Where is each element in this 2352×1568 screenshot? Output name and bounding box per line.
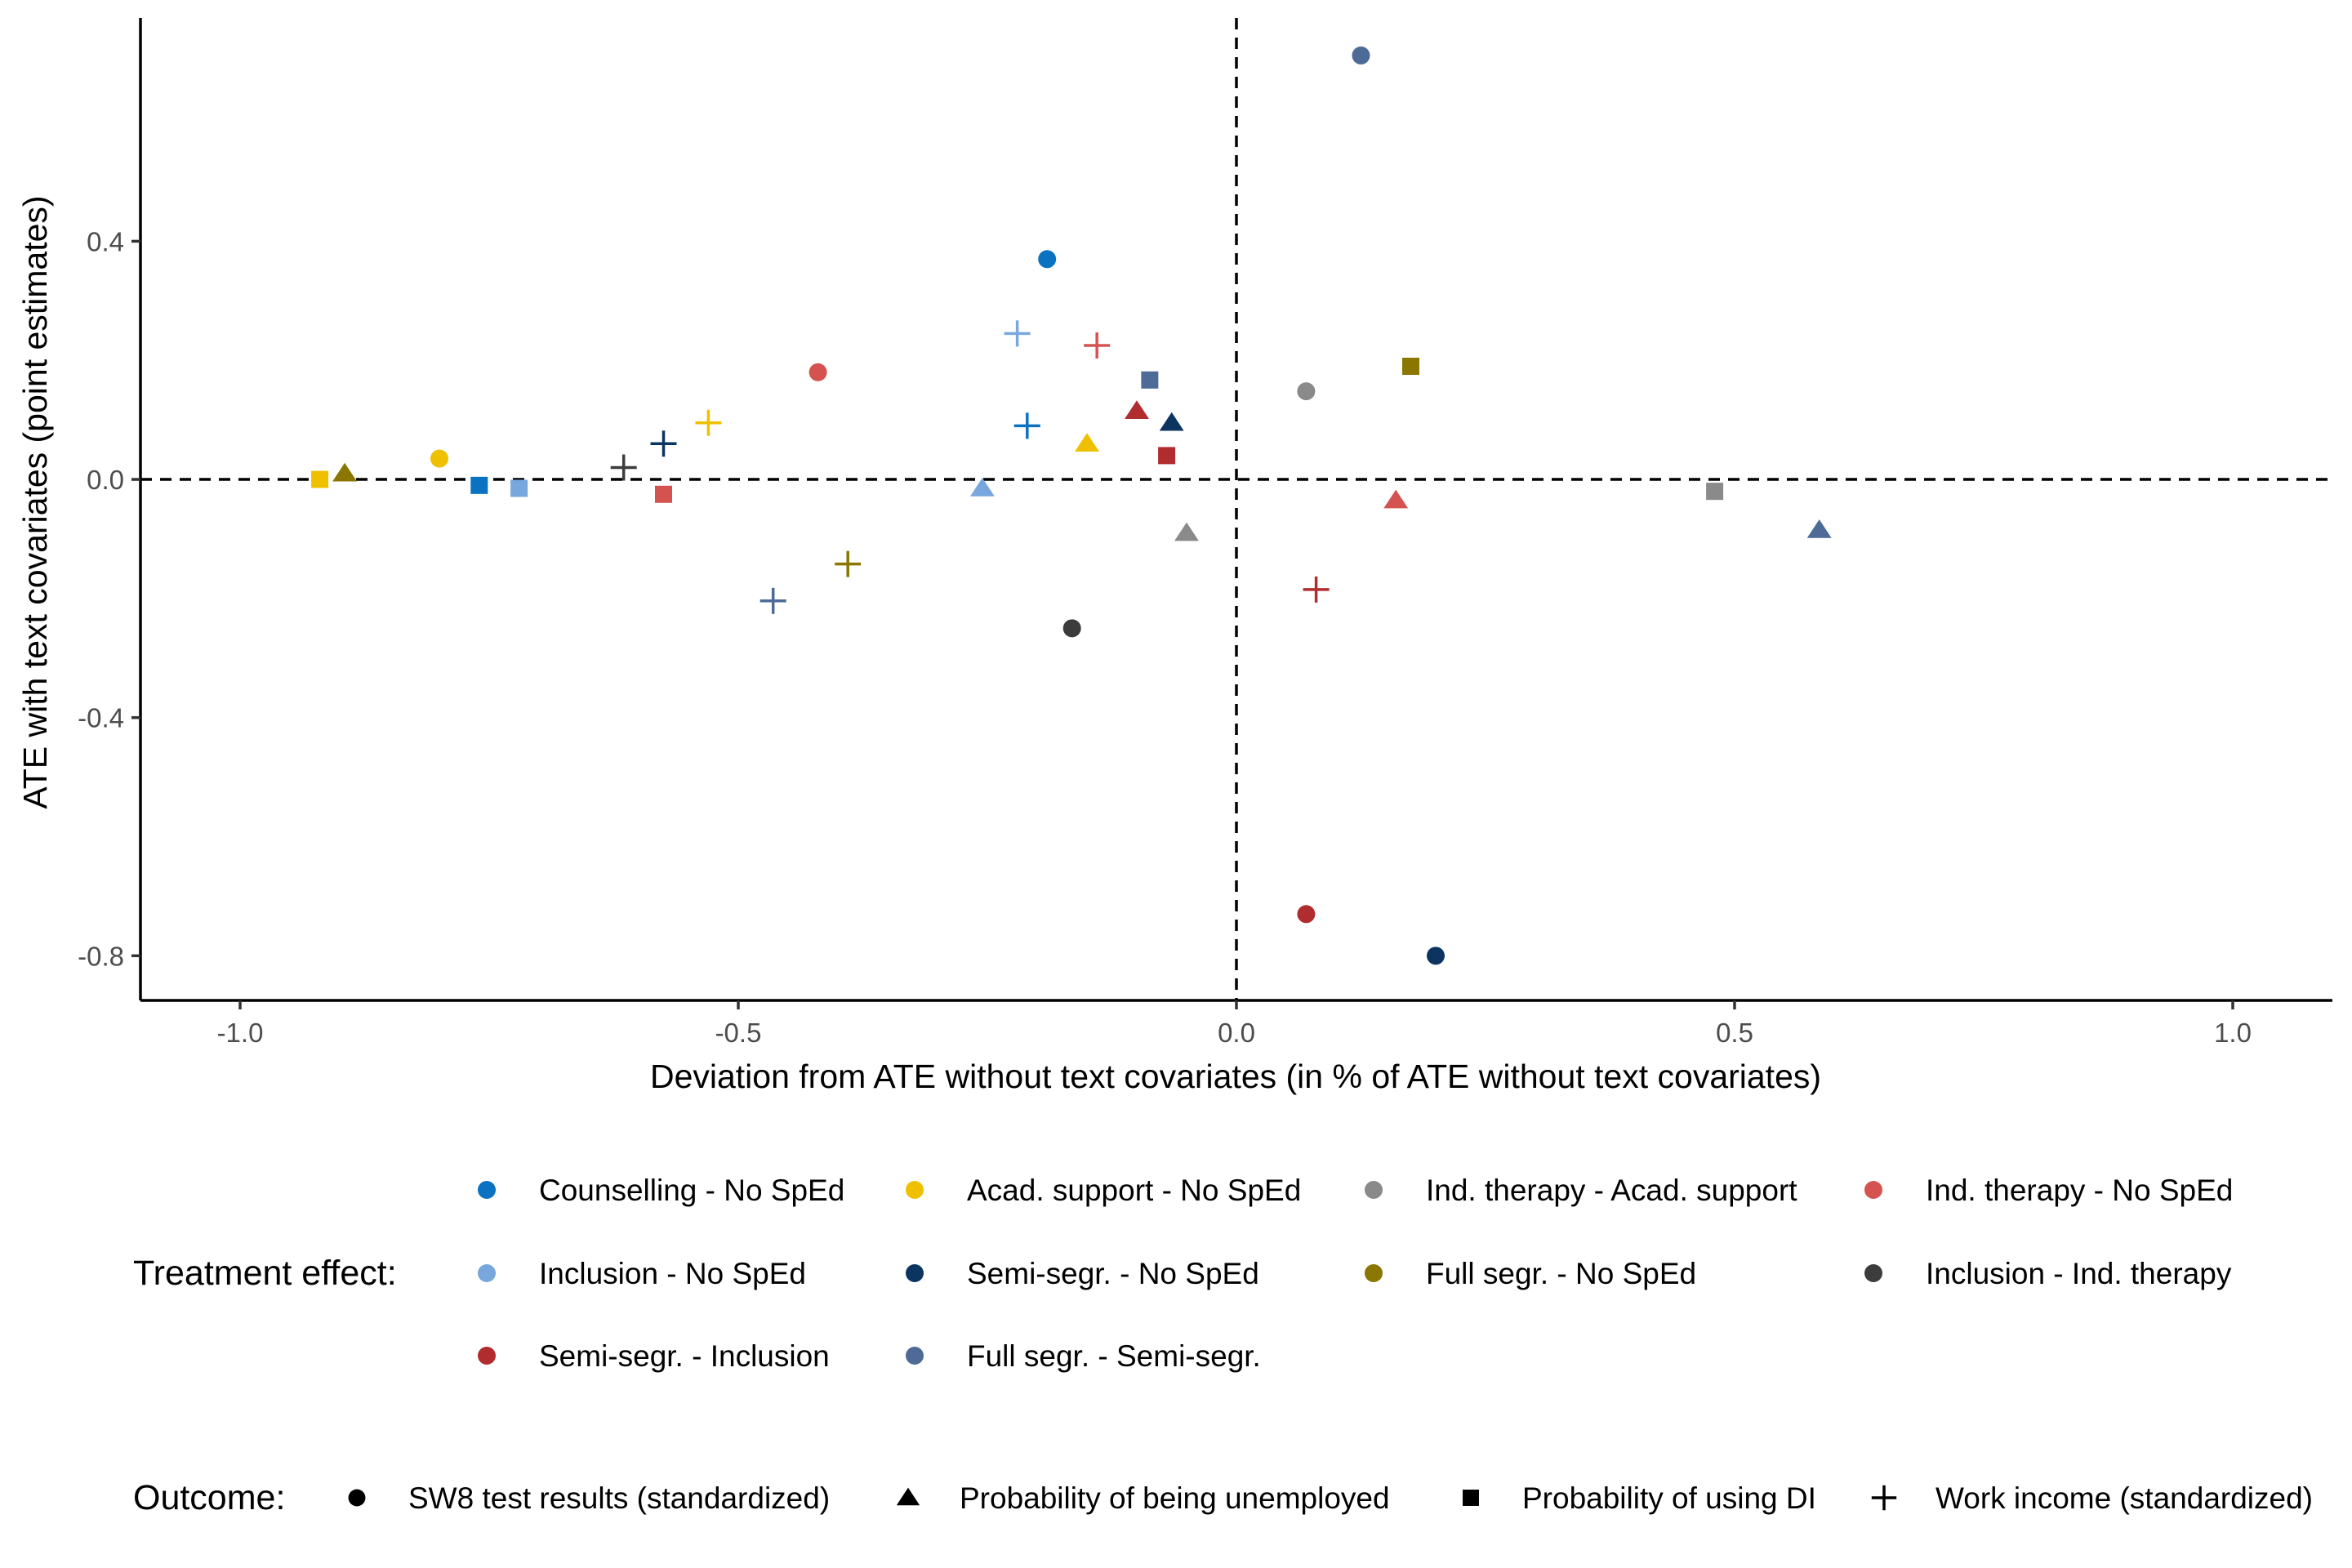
data-point-circle	[1297, 382, 1316, 401]
treatment-legend-label: Full segr. - No SpEd	[1426, 1257, 1696, 1290]
data-point-circle	[430, 449, 448, 468]
data-point-plus	[1303, 576, 1330, 603]
legend-color-key	[906, 1347, 924, 1365]
treatment-legend-label: Semi-segr. - Inclusion	[539, 1339, 830, 1373]
data-point-square	[1141, 371, 1159, 389]
treatment-legend-label: Full segr. - Semi-segr.	[967, 1339, 1261, 1373]
treatment-legend-title: Treatment effect:	[133, 1254, 397, 1293]
data-point-triangle	[1174, 522, 1199, 541]
treatment-legend-entries: Counselling - No SpEd Acad. support - No …	[478, 1174, 2233, 1373]
outcome-legend-label: Work income (standardized)	[1936, 1481, 2313, 1515]
treatment-legend-entry: Full segr. - Semi-segr.	[906, 1339, 1261, 1373]
treatment-legend-entry: Counselling - No SpEd	[478, 1174, 844, 1207]
outcome-legend-label: SW8 test results (standardized)	[408, 1481, 830, 1515]
data-point-square	[1158, 447, 1176, 465]
treatment-legend-entry: Ind. therapy - Acad. support	[1365, 1174, 1797, 1207]
legend-color-key	[478, 1347, 496, 1365]
legend-shape-key	[1463, 1490, 1479, 1506]
treatment-legend: Treatment effect: Counselling - No SpEd A…	[133, 1174, 2233, 1373]
data-point-plus	[610, 454, 637, 481]
legend-color-key	[906, 1181, 924, 1199]
outcome-legend-entry: SW8 test results (standardized)	[348, 1481, 830, 1515]
data-point-triangle	[1159, 412, 1184, 431]
data-point-triangle	[1383, 489, 1409, 509]
treatment-legend-entry: Semi-segr. - Inclusion	[478, 1339, 830, 1373]
y-tick-label: 0.4	[87, 226, 124, 256]
plot-panel	[139, 18, 2332, 1002]
data-point-triangle	[1125, 400, 1149, 419]
legend-color-key	[1365, 1181, 1383, 1199]
data-point-circle	[1352, 46, 1370, 65]
outcome-legend-entries: SW8 test results (standardized) Probabili…	[348, 1481, 2313, 1515]
treatment-legend-entry: Full segr. - No SpEd	[1365, 1257, 1696, 1290]
treatment-legend-label: Acad. support - No SpEd	[967, 1174, 1301, 1207]
data-point-square	[311, 470, 329, 488]
outcome-legend-title: Outcome:	[133, 1478, 285, 1517]
outcome-legend-label: Probability of using DI	[1522, 1481, 1816, 1515]
outcome-legend-entry: Probability of being unemployed	[896, 1481, 1390, 1515]
data-point-plus	[1013, 412, 1040, 439]
legend-color-key	[906, 1264, 924, 1282]
legend-color-key	[1864, 1181, 1882, 1199]
legend-shape-key	[896, 1487, 920, 1506]
x-axis-title: Deviation from ATE without text covariat…	[650, 1058, 1821, 1095]
outcome-legend: Outcome: SW8 test results (standardized)…	[133, 1478, 2313, 1517]
treatment-legend-entry: Semi-segr. - No SpEd	[906, 1257, 1259, 1290]
data-point-triangle	[969, 477, 995, 497]
data-points	[311, 46, 1832, 965]
y-axis-title: ATE with text covariates (point estimate…	[16, 195, 54, 808]
data-point-circle	[1038, 250, 1057, 269]
treatment-legend-entry: Inclusion - Ind. therapy	[1864, 1257, 2232, 1290]
treatment-legend-entry: Inclusion - No SpEd	[478, 1257, 806, 1290]
treatment-legend-label: Ind. therapy - No SpEd	[1926, 1174, 2233, 1207]
legend-shape-key	[1871, 1485, 1897, 1511]
data-point-circle	[1062, 619, 1081, 638]
data-point-plus	[835, 550, 862, 577]
data-point-square	[1706, 483, 1724, 501]
y-axis-ticks: -0.8 -0.4 0.0 0.4	[78, 226, 140, 971]
y-tick-label: 0.0	[87, 465, 124, 495]
treatment-legend-entry: Ind. therapy - No SpEd	[1864, 1174, 2233, 1207]
outcome-legend-label: Probability of being unemployed	[960, 1481, 1390, 1515]
legend-color-key	[478, 1264, 496, 1282]
x-tick-label: -1.0	[217, 1018, 264, 1048]
x-axis-ticks: -1.0 -0.5 0.0 0.5 1.0	[217, 1000, 2252, 1048]
outcome-legend-entry: Work income (standardized)	[1871, 1481, 2313, 1515]
treatment-legend-entry: Acad. support - No SpEd	[906, 1174, 1301, 1207]
data-point-plus	[1084, 332, 1111, 359]
treatment-legend-label: Counselling - No SpEd	[539, 1174, 844, 1207]
outcome-legend-entry: Probability of using DI	[1463, 1481, 1816, 1515]
treatment-legend-label: Inclusion - No SpEd	[539, 1257, 806, 1290]
legend-shape-key	[348, 1489, 366, 1507]
legend-color-key	[1864, 1264, 1882, 1282]
data-point-square	[510, 479, 528, 497]
y-tick-label: -0.8	[78, 941, 124, 971]
data-point-triangle	[332, 462, 358, 482]
legend-color-key	[478, 1181, 496, 1199]
data-point-square	[470, 476, 488, 494]
treatment-legend-label: Semi-segr. - No SpEd	[967, 1257, 1259, 1290]
x-tick-label: -0.5	[715, 1018, 762, 1048]
data-point-square	[655, 485, 672, 503]
data-point-circle	[1427, 947, 1445, 965]
data-point-circle	[808, 363, 827, 381]
x-tick-label: 1.0	[2214, 1018, 2252, 1048]
x-tick-label: 0.0	[1218, 1018, 1255, 1048]
y-tick-label: -0.4	[78, 703, 124, 733]
data-point-triangle	[1075, 433, 1099, 452]
data-point-plus	[1004, 320, 1031, 347]
data-point-plus	[695, 409, 722, 436]
data-point-plus	[760, 587, 786, 614]
treatment-legend-label: Inclusion - Ind. therapy	[1926, 1257, 2232, 1290]
data-point-circle	[1297, 905, 1316, 924]
legend-color-key	[1365, 1264, 1383, 1282]
x-tick-label: 0.5	[1716, 1018, 1753, 1048]
data-point-triangle	[1806, 519, 1832, 538]
treatment-legend-label: Ind. therapy - Acad. support	[1426, 1174, 1797, 1207]
data-point-square	[1402, 358, 1419, 376]
data-point-plus	[650, 430, 677, 457]
